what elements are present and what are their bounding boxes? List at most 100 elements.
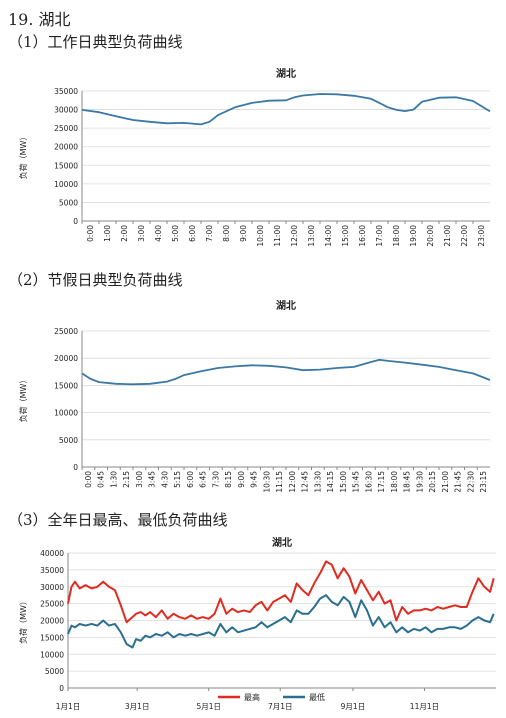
- x-tick-label: 6:00: [186, 471, 195, 488]
- x-tick-label: 2:00: [120, 225, 129, 242]
- x-tick-label: 23:15: [479, 471, 488, 493]
- x-tick-label: 9:45: [250, 471, 259, 488]
- x-tick-label: 12:45: [301, 471, 310, 493]
- x-tick-label: 20:15: [428, 471, 437, 493]
- y-tick-label: 10000: [54, 409, 78, 418]
- x-tick-label: 19:30: [415, 471, 424, 493]
- x-tick-label: 13:00: [307, 225, 316, 247]
- x-tick-label: 10:30: [262, 471, 271, 493]
- x-tick-label: 4:30: [160, 471, 169, 488]
- x-tick-label: 23:00: [477, 225, 486, 247]
- legend-label: 最低: [309, 692, 325, 702]
- x-tick-label: 0:00: [86, 225, 95, 242]
- series-line-最高: [67, 560, 495, 624]
- x-tick-label: 11:15: [275, 471, 284, 493]
- x-tick-label: 18:00: [390, 471, 399, 493]
- y-tick-label: 15000: [54, 161, 78, 170]
- x-tick-label: 11:00: [273, 225, 282, 247]
- x-tick-label: 14:15: [326, 471, 335, 493]
- x-tick-label: 3月1日: [125, 702, 150, 711]
- y-tick-label: 20000: [54, 354, 78, 363]
- y-tick-label: 5000: [45, 667, 64, 676]
- x-tick-label: 21:00: [443, 225, 452, 247]
- x-tick-label: 6:45: [199, 471, 208, 488]
- chart-title: 湖北: [276, 67, 296, 80]
- x-tick-label: 11月1日: [410, 702, 439, 711]
- x-tick-label: 1月1日: [56, 702, 81, 711]
- x-tick-label: 16:30: [364, 471, 373, 493]
- y-tick-label: 30000: [54, 106, 78, 115]
- chart-2-panel: 湖北负荷（MW） 0 5000 10000 15000 20000 25000 0:00 0:4…: [14, 295, 498, 497]
- x-tick-label: 18:45: [403, 471, 412, 493]
- x-tick-label: 3:45: [148, 471, 157, 488]
- y-tick-label: 25000: [54, 327, 78, 336]
- x-tick-label: 6:00: [188, 225, 197, 242]
- x-tick-label: 10:00: [256, 225, 265, 247]
- y-tick-label: 40000: [40, 549, 64, 558]
- x-tick-label: 9:00: [239, 225, 248, 242]
- y-tick-label: 25000: [54, 124, 78, 133]
- x-tick-label: 4:00: [154, 225, 163, 242]
- y-tick-label: 5000: [59, 198, 78, 207]
- y-tick-label: 15000: [40, 633, 64, 642]
- y-tick-label: 35000: [40, 566, 64, 575]
- x-tick-label: 8:00: [222, 225, 231, 242]
- series-line-0: [81, 358, 491, 386]
- x-tick-label: 17:15: [377, 471, 386, 493]
- x-tick-label: 0:45: [97, 471, 106, 488]
- x-tick-label: 5月1日: [196, 702, 221, 711]
- x-tick-label: 22:30: [466, 471, 475, 493]
- x-tick-label: 0:00: [84, 471, 93, 488]
- x-tick-label: 15:00: [339, 471, 348, 493]
- x-tick-label: 21:00: [441, 471, 450, 493]
- x-tick-label: 5:15: [173, 471, 182, 488]
- y-axis-label: 负荷（MW）: [18, 376, 28, 423]
- y-tick-label: 10000: [54, 180, 78, 189]
- x-tick-label: 7月1日: [268, 702, 293, 711]
- x-tick-label: 16:00: [358, 225, 367, 247]
- x-tick-label: 9:00: [237, 471, 246, 488]
- chart-1-heading: （1）工作日典型负荷曲线: [8, 33, 183, 51]
- legend-label: 最高: [244, 692, 260, 702]
- x-tick-label: 19:00: [409, 225, 418, 247]
- x-tick-label: 15:00: [341, 225, 350, 247]
- x-tick-label: 5:00: [171, 225, 180, 242]
- x-tick-label: 8:15: [224, 471, 233, 488]
- x-tick-label: 1:00: [103, 225, 112, 242]
- x-tick-label: 20:00: [426, 225, 435, 247]
- series-line-最低: [67, 594, 495, 649]
- y-tick-label: 0: [59, 684, 64, 693]
- x-tick-label: 3:00: [137, 225, 146, 242]
- series-line-0: [81, 93, 491, 126]
- y-tick-label: 0: [73, 217, 78, 226]
- x-tick-label: 17:00: [375, 225, 384, 247]
- x-tick-label: 21:45: [454, 471, 463, 493]
- y-tick-label: 30000: [40, 583, 64, 592]
- x-tick-label: 13:30: [313, 471, 322, 493]
- y-tick-label: 25000: [40, 600, 64, 609]
- y-axis-label: 负荷（MW）: [18, 597, 28, 644]
- chart-title: 湖北: [276, 299, 296, 312]
- x-tick-label: 12:00: [288, 471, 297, 493]
- section-title: 19. 湖北: [8, 10, 71, 29]
- x-tick-label: 7:00: [205, 225, 214, 242]
- x-tick-label: 15:45: [352, 471, 361, 493]
- y-axis-label: 负荷（MW）: [18, 133, 28, 180]
- y-tick-label: 20000: [40, 617, 64, 626]
- x-tick-label: 3:00: [135, 471, 144, 488]
- x-tick-label: 1:30: [109, 471, 118, 488]
- chart-2-heading: （2）节假日典型负荷曲线: [8, 271, 183, 289]
- y-tick-label: 5000: [59, 436, 78, 445]
- y-tick-label: 10000: [40, 650, 64, 659]
- x-tick-label: 18:00: [392, 225, 401, 247]
- x-tick-label: 9月1日: [341, 702, 366, 711]
- chart-3-heading: （3）全年日最高、最低负荷曲线: [8, 511, 228, 529]
- x-tick-label: 2:15: [122, 471, 131, 488]
- x-tick-label: 22:00: [460, 225, 469, 247]
- y-tick-label: 15000: [54, 381, 78, 390]
- x-tick-label: 7:30: [211, 471, 220, 488]
- chart-title: 湖北: [272, 536, 292, 549]
- y-tick-label: 0: [73, 463, 78, 472]
